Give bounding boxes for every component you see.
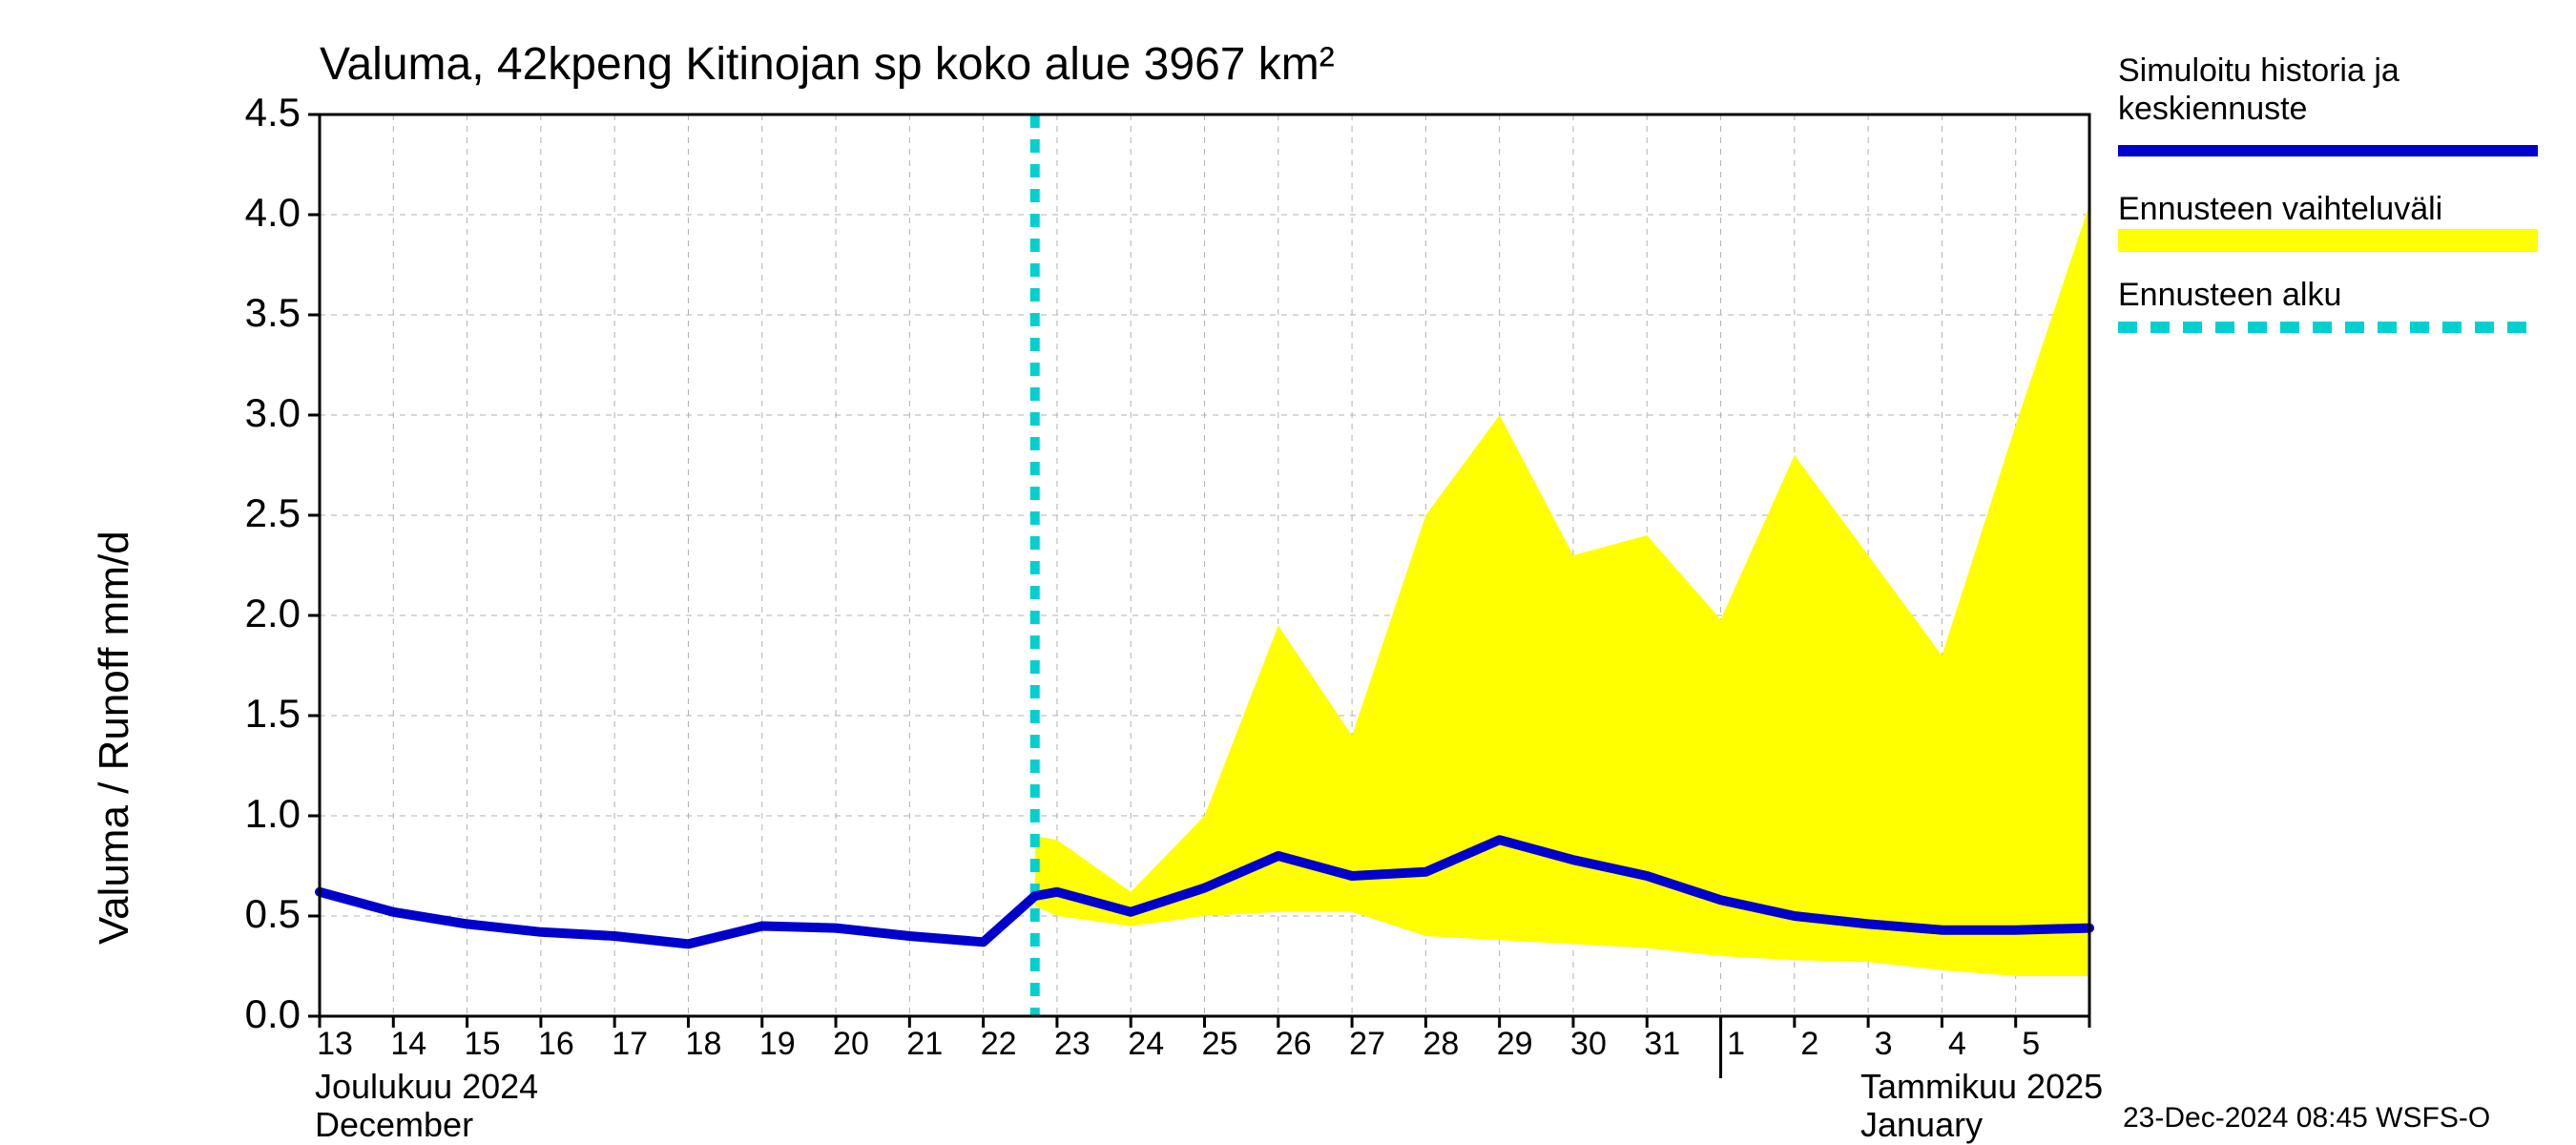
chart-title: Valuma, 42kpeng Kitinojan sp koko alue 3…	[320, 38, 1335, 91]
x-tick-label: 31	[1644, 1026, 1680, 1063]
y-tick-label: 3.5	[205, 290, 301, 336]
y-tick-label: 4.5	[205, 90, 301, 135]
x-tick-label: 25	[1202, 1026, 1238, 1063]
month-label-january-en: January	[1860, 1105, 1983, 1145]
generation-timestamp: 23-Dec-2024 08:45 WSFS-O	[2123, 1102, 2490, 1135]
y-tick-label: 1.0	[205, 791, 301, 837]
x-tick-label: 1	[1727, 1026, 1745, 1063]
x-tick-label: 21	[906, 1026, 943, 1063]
x-tick-label: 23	[1054, 1026, 1091, 1063]
y-tick-label: 1.5	[205, 691, 301, 737]
x-tick-label: 5	[2022, 1026, 2040, 1063]
x-tick-label: 14	[390, 1026, 426, 1063]
x-tick-label: 29	[1497, 1026, 1533, 1063]
y-tick-label: 2.0	[205, 591, 301, 636]
month-label-january-fi: Tammikuu 2025	[1860, 1067, 2103, 1107]
legend-swatch-blue-line	[2118, 143, 2538, 158]
y-tick-label: 3.0	[205, 390, 301, 436]
legend-swatch-cyan-dash	[2118, 320, 2538, 335]
x-tick-label: 13	[317, 1026, 353, 1063]
x-tick-label: 22	[981, 1026, 1017, 1063]
x-tick-label: 26	[1276, 1026, 1312, 1063]
x-tick-label: 18	[686, 1026, 722, 1063]
x-tick-label: 27	[1349, 1026, 1385, 1063]
y-tick-label: 4.0	[205, 190, 301, 236]
y-axis-label: Valuma / Runoff mm/d	[91, 531, 138, 945]
y-tick-label: 0.0	[205, 991, 301, 1037]
x-tick-label: 16	[538, 1026, 574, 1063]
x-tick-label: 20	[833, 1026, 869, 1063]
x-tick-label: 17	[612, 1026, 648, 1063]
legend-swatch-yellow-band	[2118, 229, 2538, 252]
y-tick-label: 2.5	[205, 490, 301, 536]
month-label-december-fi: Joulukuu 2024	[315, 1067, 538, 1107]
x-tick-label: 15	[465, 1026, 501, 1063]
plot-area	[320, 114, 2089, 1016]
legend-label-history-1: Simuloitu historia ja	[2118, 52, 2399, 90]
y-tick-label: 0.5	[205, 891, 301, 937]
legend-label-history-2: keskiennuste	[2118, 91, 2307, 128]
x-tick-label: 4	[1948, 1026, 1966, 1063]
chart-container: Valuma, 42kpeng Kitinojan sp koko alue 3…	[0, 0, 2576, 1145]
x-tick-label: 28	[1423, 1026, 1459, 1063]
x-tick-label: 19	[759, 1026, 796, 1063]
legend-label-range: Ennusteen vaihteluväli	[2118, 191, 2442, 228]
legend-label-forecast-start: Ennusteen alku	[2118, 277, 2341, 314]
x-tick-label: 30	[1570, 1026, 1607, 1063]
month-label-december-en: December	[315, 1105, 473, 1145]
x-tick-label: 24	[1128, 1026, 1164, 1063]
x-tick-label: 2	[1800, 1026, 1818, 1063]
x-tick-label: 3	[1875, 1026, 1893, 1063]
